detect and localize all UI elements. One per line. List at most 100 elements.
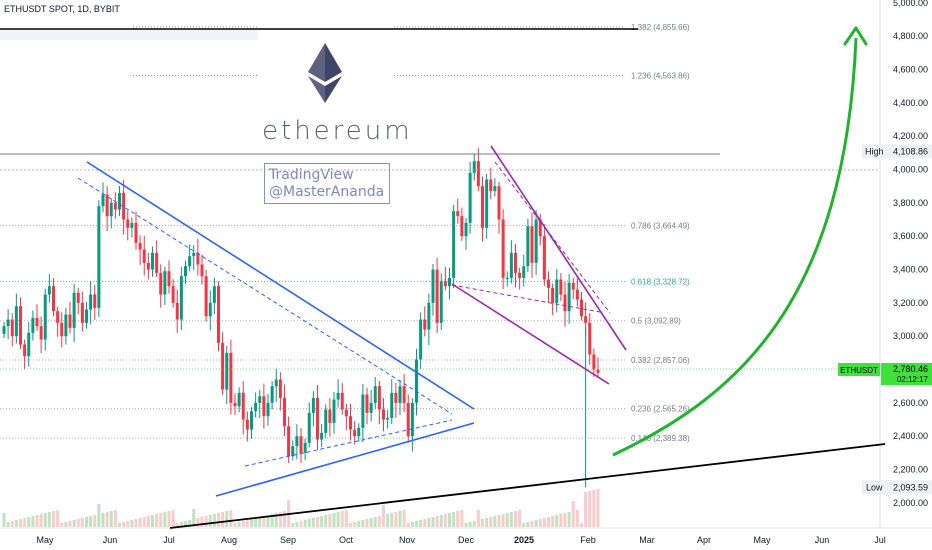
volume-bar	[336, 512, 340, 527]
fib-label: 1.236 (4,563.86)	[631, 72, 690, 81]
candle-body	[184, 266, 187, 277]
volume-bar	[274, 513, 278, 527]
volume-bar	[60, 523, 64, 527]
candle-body	[101, 194, 105, 207]
candle-body	[56, 311, 60, 323]
candle-body	[452, 211, 456, 278]
volume-bar	[19, 519, 22, 527]
volume-bar	[126, 521, 130, 527]
volume-bar	[567, 512, 571, 527]
volume-bar	[443, 514, 447, 527]
candle-body	[588, 322, 592, 355]
candle-body	[547, 279, 550, 288]
candle-body	[592, 354, 596, 370]
candle-body	[47, 286, 51, 295]
candle-body	[377, 386, 381, 410]
candle-body	[6, 319, 10, 327]
volume-bar	[109, 511, 113, 527]
time-tick-label: Jul	[874, 535, 886, 545]
volume-bar	[155, 514, 159, 527]
candle-body	[439, 281, 443, 323]
volume-bar	[468, 522, 472, 527]
volume-bar	[349, 523, 352, 527]
candle-body	[258, 396, 262, 403]
volume-bar	[56, 510, 60, 527]
candle-body	[278, 379, 282, 398]
volume-bar	[122, 522, 126, 527]
volume-bar	[52, 511, 55, 527]
candle-body	[538, 219, 542, 237]
volume-bar	[167, 511, 171, 527]
candle-body	[336, 392, 340, 400]
volume-bar	[580, 523, 583, 527]
volume-bar	[10, 521, 14, 527]
volume-bar	[497, 515, 501, 527]
candle-body	[64, 314, 68, 337]
volume-bar	[291, 523, 295, 527]
watermark-line1: TradingView	[269, 167, 354, 183]
time-axis[interactable]: May Jun Jul Aug Sep Oct Nov Dec 2025 Feb Mar Apr May…	[36, 535, 885, 545]
candle-body	[217, 286, 220, 343]
candle-body	[283, 397, 286, 427]
high-value: 4,108.86	[893, 146, 928, 156]
volume-bar	[192, 509, 196, 527]
wedge-upper-line	[490, 145, 627, 351]
candle-body	[435, 269, 439, 323]
candle-body	[481, 186, 484, 228]
price-tick-label: 3,400.00	[893, 265, 928, 275]
high-label: High	[865, 146, 884, 156]
candle-body	[303, 442, 307, 453]
candle-body	[233, 402, 237, 407]
volume-bar	[361, 520, 365, 527]
candle-body	[151, 252, 154, 270]
volume-bar	[237, 522, 241, 527]
candle-body	[93, 294, 97, 308]
volume-bar	[526, 522, 530, 527]
volume-bar	[547, 517, 550, 527]
candle-body	[270, 386, 274, 403]
volume-bar	[382, 505, 385, 527]
volume-bar	[522, 523, 526, 527]
candle-body	[250, 411, 253, 430]
volume-bar	[221, 512, 225, 527]
volume-bar	[575, 510, 579, 527]
current-price-value: 2,780.46	[893, 364, 928, 374]
candle-body	[10, 319, 14, 337]
volume-bar	[64, 522, 68, 527]
volume-bar	[283, 511, 286, 527]
volume-bar	[43, 513, 47, 527]
candle-body	[175, 302, 179, 320]
volume-bar	[6, 522, 10, 527]
brand-wordmark: ethereum	[262, 116, 413, 146]
candle-body	[509, 252, 513, 278]
candle-body	[138, 242, 142, 250]
volume-bar	[456, 511, 460, 527]
price-tick-label: 2,600.00	[893, 398, 928, 408]
time-tick-label: Oct	[339, 535, 354, 545]
candle-body	[357, 427, 361, 437]
volume-bar	[101, 513, 105, 527]
fib-label: 0.618 (3,328.72)	[631, 277, 690, 286]
volume-bar	[493, 516, 497, 527]
volume-bar	[159, 513, 163, 527]
candle-body	[382, 409, 385, 420]
candle-body	[196, 252, 200, 265]
volume-bar	[530, 521, 534, 527]
price-tick-label: 3,800.00	[893, 198, 928, 208]
candle-body	[311, 397, 315, 413]
volume-bar	[303, 520, 307, 527]
candle-body	[134, 222, 138, 243]
candle-body	[373, 386, 377, 403]
bullish-arrow-curve	[612, 37, 858, 457]
candle-body	[431, 269, 435, 303]
candle-body	[353, 429, 357, 437]
candle-body	[402, 386, 406, 403]
volume-bar	[551, 516, 555, 527]
volume-bar	[27, 517, 31, 527]
volume-bar	[31, 516, 35, 527]
candle-body	[212, 286, 216, 303]
volume-bar	[563, 513, 567, 527]
volume-bar	[344, 510, 348, 527]
candle-body	[332, 399, 336, 423]
